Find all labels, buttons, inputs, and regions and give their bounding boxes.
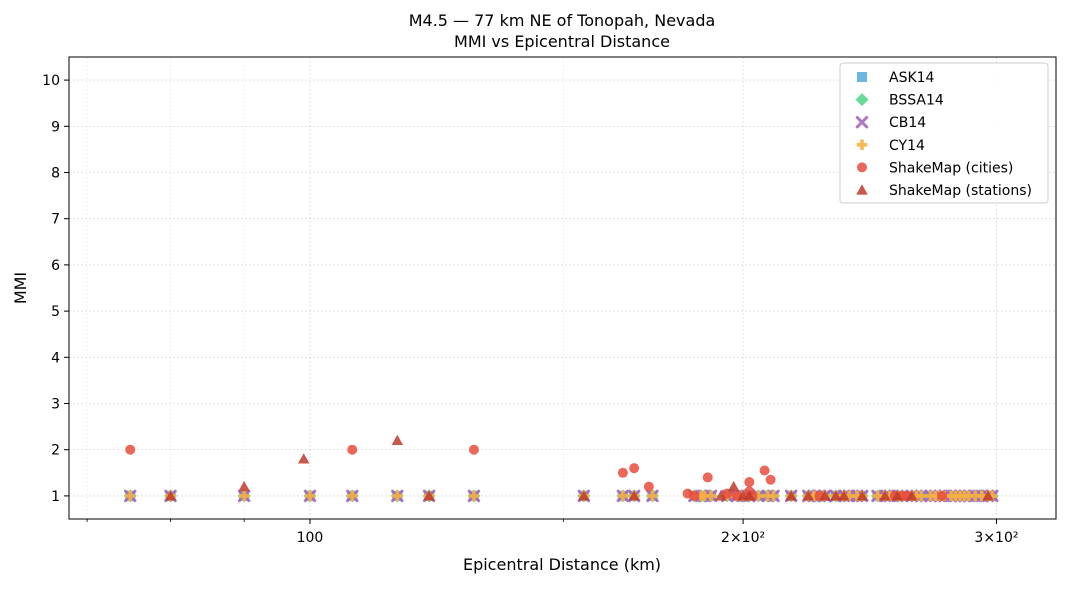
series-shakemap-cities	[125, 444, 948, 501]
data-point	[743, 490, 756, 501]
data-point	[125, 444, 136, 455]
data-point	[423, 490, 435, 501]
data-point	[629, 463, 640, 474]
data-point	[647, 490, 658, 502]
data-point	[238, 480, 250, 492]
data-point	[768, 490, 779, 502]
y-tick-label: 4	[51, 350, 60, 366]
y-tick-label: 8	[51, 166, 60, 182]
legend-entry: ShakeMap (stations)	[856, 183, 1032, 199]
data-point	[715, 490, 727, 501]
y-tick-label: 10	[42, 73, 60, 89]
chart-title: M4.5 — 77 km NE of Tonopah, Nevada	[409, 11, 716, 30]
data-point	[819, 490, 831, 501]
data-point	[982, 490, 994, 501]
data-point	[468, 444, 479, 455]
data-point	[392, 490, 403, 502]
data-point	[856, 490, 868, 501]
legend-label: ShakeMap (cities)	[889, 160, 1013, 176]
data-point	[347, 444, 358, 455]
legend-entry: CY14	[856, 138, 925, 154]
plot-frame	[68, 56, 1057, 520]
y-tick-label: 5	[51, 304, 60, 320]
data-point	[702, 472, 713, 483]
data-point	[468, 490, 480, 502]
legend-marker	[857, 162, 867, 173]
y-tick-label: 7	[51, 212, 60, 228]
data-point	[347, 490, 358, 502]
data-point	[937, 490, 948, 501]
y-tick-label: 6	[51, 258, 60, 274]
data-point	[765, 474, 776, 485]
legend-label: ASK14	[889, 70, 935, 86]
x-tick-label: 100	[297, 530, 324, 546]
data-point	[830, 490, 842, 501]
data-marks	[123, 434, 999, 503]
x-tick-label: 2×10²	[721, 530, 765, 546]
y-tick-label: 1	[51, 489, 60, 505]
data-point	[802, 490, 815, 501]
legend-entry: ASK14	[857, 70, 935, 86]
legend-marker	[856, 184, 868, 195]
legend-marker	[855, 93, 869, 107]
data-point	[617, 490, 629, 502]
data-point	[879, 490, 891, 501]
legend-entry: CB14	[855, 115, 926, 131]
data-point	[617, 467, 628, 478]
data-point	[759, 465, 770, 476]
data-point	[785, 490, 797, 501]
data-point	[124, 490, 136, 502]
x-axis-label: Epicentral Distance (km)	[463, 555, 661, 574]
y-tick-label: 2	[51, 443, 60, 459]
series-shakemap-stations	[164, 434, 994, 501]
legend-label: BSSA14	[889, 93, 944, 109]
legend-label: CY14	[889, 138, 925, 154]
legend-marker	[855, 115, 869, 129]
data-point	[705, 490, 717, 502]
legend-box	[839, 62, 1049, 204]
legend-label: ShakeMap (stations)	[889, 183, 1032, 199]
data-point	[391, 434, 404, 446]
y-tick-label: 3	[51, 397, 60, 413]
data-point	[689, 490, 700, 501]
data-point	[916, 490, 927, 502]
data-point	[628, 490, 640, 501]
data-point	[891, 490, 904, 501]
x-tick-label: 3×10²	[974, 530, 1018, 546]
data-point	[297, 453, 310, 464]
y-tick-label: 9	[51, 119, 60, 135]
axes: 1 2 3 4 5 6 7 8 9 10 100 2×10² 3×10²	[42, 73, 1018, 546]
data-point	[304, 490, 316, 502]
grid	[69, 57, 1056, 519]
data-point	[906, 490, 918, 501]
legend-entry: ShakeMap (cities)	[857, 160, 1013, 176]
data-point	[727, 480, 740, 492]
data-point	[164, 490, 177, 501]
legend-entry: BSSA14	[855, 93, 944, 109]
data-point	[744, 477, 755, 488]
legend-marker	[856, 139, 868, 151]
legend-label: CB14	[889, 115, 926, 131]
data-point	[643, 481, 654, 492]
legend: ASK14 BSSA14 CB14 CY14 ShakeMap (cities) Shak…	[839, 62, 1049, 204]
data-point	[238, 490, 250, 502]
chart-subtitle: MMI vs Epicentral Distance	[454, 32, 670, 51]
data-point	[578, 490, 590, 501]
y-axis-label: MMI	[11, 272, 30, 304]
data-point	[838, 490, 850, 501]
legend-marker	[857, 72, 867, 82]
